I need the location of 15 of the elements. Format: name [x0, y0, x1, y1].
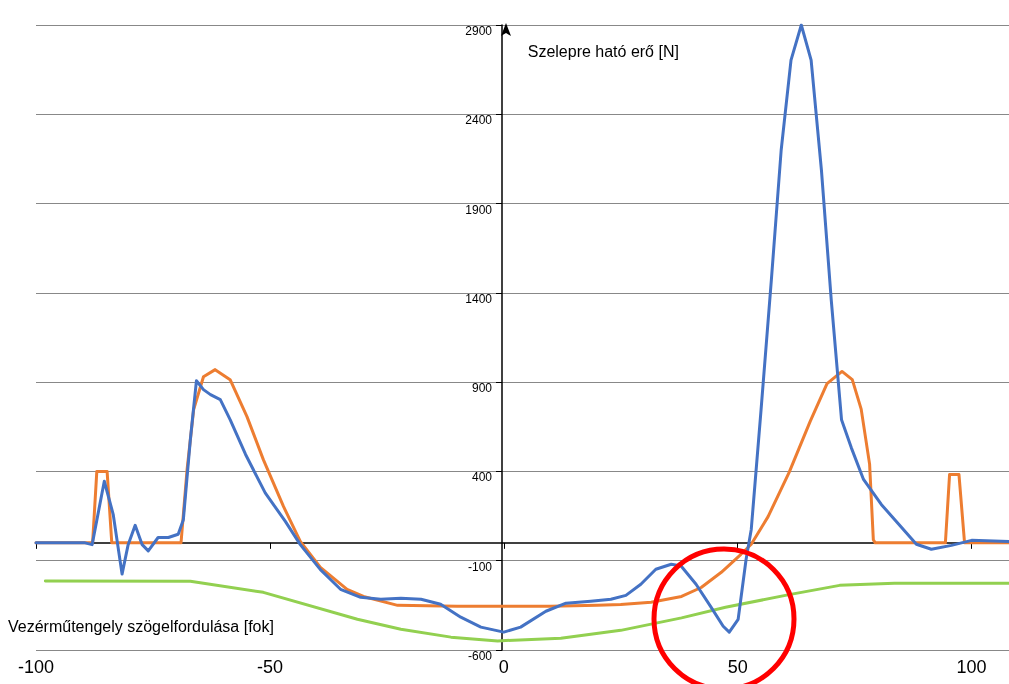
x-tick-label: -100: [17, 657, 55, 677]
x-tick-label: 50: [727, 657, 748, 677]
y-tick-label: 2400: [465, 113, 493, 128]
x-tick-label: -50: [256, 657, 283, 677]
y-tick-label: -100: [467, 559, 493, 574]
y-tick-label: -600: [467, 649, 493, 663]
series-label: Vezérműtengely szögelfordulása [fok]: [8, 618, 274, 636]
x-tick-label: 0: [498, 657, 509, 677]
y-tick-label: 400: [471, 470, 493, 485]
y-axis-title: Szelepre ható erő [N]: [527, 42, 679, 60]
y-tick-label: 900: [471, 381, 493, 396]
y-tick-label: 2900: [465, 24, 493, 38]
y-tick-label: 1900: [465, 202, 493, 217]
x-tick-label: 100: [956, 657, 987, 677]
y-tick-label: 1400: [465, 291, 493, 306]
